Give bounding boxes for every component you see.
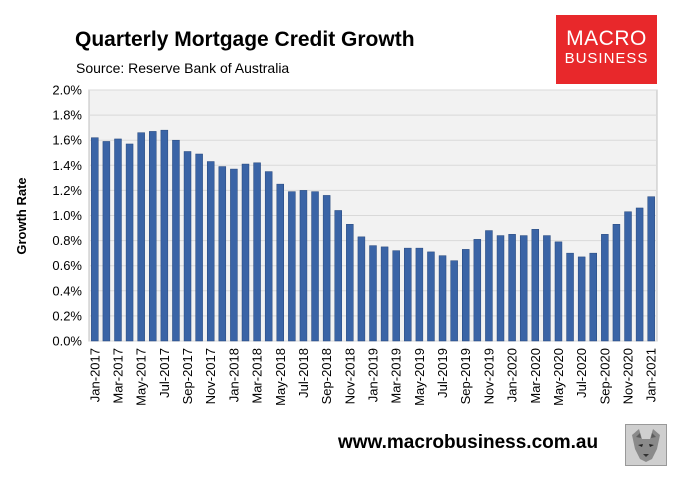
x-tick-label: Nov-2020 bbox=[621, 348, 636, 404]
bar bbox=[357, 236, 366, 342]
chart-source: Source: Reserve Bank of Australia bbox=[76, 60, 290, 76]
y-tick-label: 2.0% bbox=[52, 83, 82, 98]
x-tick-label: Sep-2020 bbox=[597, 348, 612, 404]
bar bbox=[91, 137, 99, 342]
bar bbox=[288, 191, 296, 342]
x-tick-labels: Jan-2017 Mar-2017 May-2017 Jul-2017 Sep-2017… bbox=[87, 348, 658, 406]
x-tick-label: Mar-2020 bbox=[528, 348, 543, 404]
y-tick-labels: 0.0% 0.2% 0.4% 0.6% 0.8% 1.0% 1.2% 1.4% 1.6% 1.8%… bbox=[52, 83, 82, 349]
y-tick-label: 0.0% bbox=[52, 334, 82, 349]
bar bbox=[496, 235, 505, 342]
x-tick-label: Jul-2018 bbox=[296, 348, 311, 398]
x-tick-label: Jan-2019 bbox=[366, 348, 381, 402]
wolf-icon bbox=[625, 424, 667, 466]
bar bbox=[230, 168, 238, 342]
bar bbox=[137, 132, 145, 342]
bar bbox=[427, 251, 435, 342]
x-tick-label: May-2018 bbox=[273, 348, 288, 406]
x-tick-label: Jul-2020 bbox=[574, 348, 589, 398]
bar bbox=[601, 234, 609, 342]
x-tick-label: Sep-2018 bbox=[319, 348, 334, 404]
bar bbox=[195, 153, 203, 342]
bar bbox=[589, 252, 597, 342]
bar bbox=[334, 210, 342, 342]
bar bbox=[508, 234, 516, 342]
y-axis-label: Growth Rate bbox=[14, 177, 29, 254]
logo-text-business: BUSINESS bbox=[564, 50, 649, 67]
x-tick-label: Nov-2017 bbox=[203, 348, 218, 404]
bar bbox=[612, 224, 621, 342]
x-tick-label: Jan-2021 bbox=[644, 348, 659, 402]
bar bbox=[125, 143, 134, 342]
bar bbox=[485, 230, 493, 342]
bar bbox=[183, 151, 192, 342]
bars bbox=[91, 129, 655, 342]
bar bbox=[404, 247, 412, 342]
bar bbox=[577, 256, 586, 342]
bar bbox=[149, 131, 157, 342]
chart-title: Quarterly Mortgage Credit Growth bbox=[75, 28, 415, 51]
x-tick-label: Sep-2017 bbox=[180, 348, 195, 404]
macrobusiness-logo[interactable]: MACRO BUSINESS bbox=[556, 15, 657, 84]
x-tick-label: May-2020 bbox=[551, 348, 566, 406]
bar bbox=[438, 255, 447, 342]
bar bbox=[531, 229, 540, 342]
x-tick-label: Nov-2018 bbox=[342, 348, 357, 404]
bar bbox=[253, 162, 261, 342]
bar bbox=[624, 211, 632, 342]
y-tick-label: 1.0% bbox=[52, 208, 82, 223]
bar bbox=[172, 139, 180, 342]
x-tick-label: Mar-2018 bbox=[250, 348, 265, 404]
bar bbox=[380, 246, 389, 342]
bar bbox=[241, 163, 250, 342]
logo-text-macro: MACRO bbox=[566, 27, 647, 50]
x-tick-label: Jul-2017 bbox=[157, 348, 172, 398]
bar bbox=[450, 260, 458, 342]
bar bbox=[276, 183, 285, 342]
bar bbox=[369, 245, 377, 342]
bar bbox=[218, 166, 227, 342]
y-tick-label: 0.8% bbox=[52, 233, 82, 248]
bar bbox=[519, 235, 528, 342]
x-tick-label: May-2017 bbox=[134, 348, 149, 406]
x-tick-label: Mar-2017 bbox=[110, 348, 125, 404]
y-tick-label: 0.6% bbox=[52, 258, 82, 273]
bar bbox=[392, 250, 400, 342]
bar bbox=[114, 138, 122, 342]
x-tick-label: Mar-2019 bbox=[389, 348, 404, 404]
bar bbox=[635, 207, 644, 342]
bar bbox=[311, 191, 319, 342]
y-tick-label: 1.8% bbox=[52, 108, 82, 123]
bar bbox=[415, 247, 424, 342]
x-tick-label: Sep-2019 bbox=[458, 348, 473, 404]
y-tick-label: 1.6% bbox=[52, 133, 82, 148]
website-url[interactable]: www.macrobusiness.com.au bbox=[338, 432, 599, 453]
y-tick-label: 0.4% bbox=[52, 283, 82, 298]
x-tick-label: Nov-2019 bbox=[481, 348, 496, 404]
y-tick-label: 1.4% bbox=[52, 158, 82, 173]
bar bbox=[102, 141, 111, 342]
bar bbox=[473, 239, 482, 342]
bar bbox=[543, 235, 551, 342]
y-tick-label: 0.2% bbox=[52, 308, 82, 323]
bar bbox=[206, 161, 215, 342]
x-tick-label: Jan-2017 bbox=[87, 348, 102, 402]
x-tick-label: Jul-2019 bbox=[435, 348, 450, 398]
x-tick-label: Jan-2020 bbox=[505, 348, 520, 402]
bar bbox=[566, 252, 574, 342]
bar bbox=[346, 224, 354, 342]
bar bbox=[160, 129, 169, 342]
bar bbox=[322, 195, 331, 342]
x-tick-label: May-2019 bbox=[412, 348, 427, 406]
bar bbox=[264, 171, 273, 342]
y-tick-label: 1.2% bbox=[52, 183, 82, 198]
x-tick-label: Jan-2018 bbox=[226, 348, 241, 402]
bar bbox=[554, 241, 563, 342]
bar bbox=[462, 249, 470, 342]
bar bbox=[647, 196, 655, 342]
bar bbox=[299, 190, 308, 342]
